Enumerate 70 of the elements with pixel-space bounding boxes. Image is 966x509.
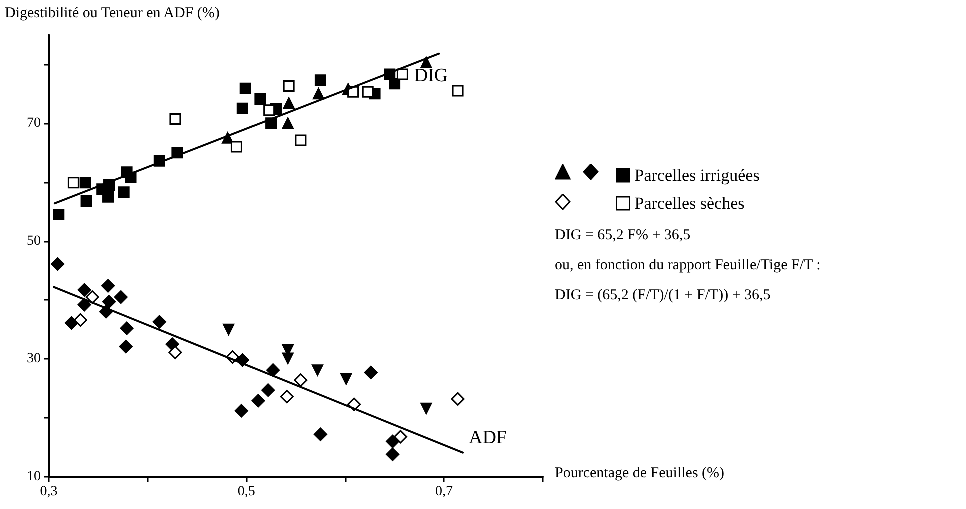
point (51, 258, 65, 271)
y-tick-label: 70 (27, 116, 41, 131)
point (114, 290, 128, 304)
point (53, 208, 65, 220)
y-tick-label: 50 (27, 234, 41, 249)
point (230, 141, 242, 153)
x-axis-title: Pourcentage de Feuilles (%) (555, 466, 725, 482)
point (340, 373, 352, 385)
point (252, 394, 266, 408)
point (64, 316, 78, 330)
point (386, 448, 400, 462)
point (102, 295, 116, 309)
point (78, 298, 92, 312)
point (168, 346, 182, 360)
point (283, 80, 295, 92)
point (314, 428, 328, 442)
point (266, 364, 280, 378)
point (394, 430, 408, 444)
point (118, 186, 130, 198)
point (119, 340, 133, 354)
point (86, 290, 100, 304)
legend-label: Parcelles sèches (634, 194, 745, 213)
x-tick-label: 0,7 (435, 484, 453, 500)
point (120, 322, 134, 336)
point (386, 434, 400, 448)
y-axis-title: Digestibilité ou Teneur en ADF (%) (5, 6, 220, 22)
point (294, 374, 308, 388)
text: DIG = (65,2 (F/T)/(1 + F/T)) + 36,5 (555, 288, 771, 304)
point (362, 86, 374, 98)
point (282, 352, 294, 364)
point (312, 364, 324, 376)
point (68, 177, 80, 189)
text: DIG = 65,2 F% + 36,5 (555, 228, 691, 244)
text: ou, en fonction du rapport Feuille/Tige F/T : (555, 258, 821, 274)
point (170, 114, 182, 126)
series-label: DIG (414, 65, 448, 86)
point (234, 404, 248, 418)
point (389, 78, 401, 90)
x-tick-label: 0,5 (238, 484, 256, 500)
point (152, 315, 166, 329)
point (314, 74, 326, 86)
point (236, 102, 248, 114)
y-tick-label: 30 (27, 352, 41, 367)
legend-label: Parcelles irriguées (634, 166, 760, 185)
point (283, 98, 295, 110)
point (280, 390, 294, 404)
point (262, 384, 276, 398)
point (420, 402, 432, 414)
point (240, 82, 252, 94)
point (264, 104, 276, 116)
point (420, 56, 432, 68)
point (78, 283, 92, 297)
point (102, 191, 114, 203)
point (166, 338, 180, 352)
point (102, 279, 116, 293)
point (451, 392, 465, 406)
series-label: ADF (468, 427, 507, 448)
x-tick-label: 0,3 (40, 484, 58, 500)
point (295, 134, 307, 146)
point (254, 93, 266, 105)
point (223, 324, 235, 336)
point (452, 85, 464, 97)
point (364, 366, 378, 380)
point (396, 68, 408, 80)
point (312, 88, 324, 100)
point (282, 118, 294, 130)
point (80, 177, 92, 189)
point (74, 313, 88, 327)
y-tick-label: 10 (27, 470, 41, 484)
point (80, 195, 92, 207)
